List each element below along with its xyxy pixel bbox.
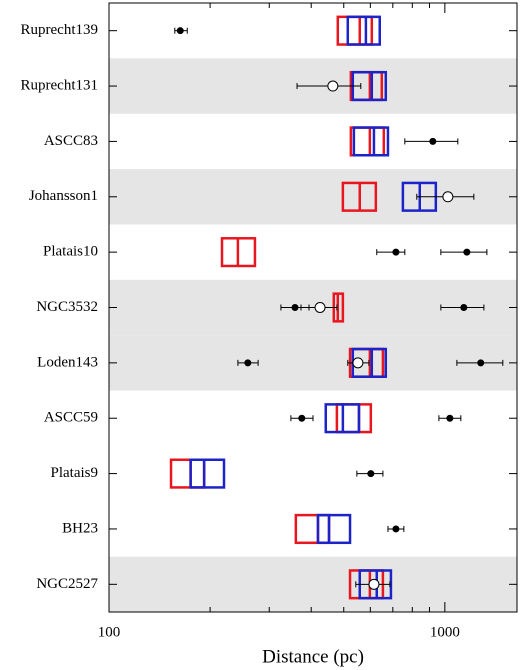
filled-point	[176, 27, 184, 35]
y-tick-label: Platais9	[51, 465, 99, 481]
filled-point	[244, 359, 252, 367]
filled-point	[367, 470, 375, 478]
range-box	[169, 458, 206, 489]
open-point	[442, 191, 454, 203]
y-tick-label: ASCC59	[44, 410, 98, 426]
y-tick-label: Loden143	[37, 354, 98, 370]
y-tick-label: NGC3532	[36, 299, 98, 315]
filled-point	[298, 414, 306, 422]
filled-point	[463, 248, 471, 256]
range-box	[189, 458, 226, 489]
x-tick-label: 1000	[430, 624, 460, 640]
filled-point	[291, 304, 299, 311]
open-point	[327, 80, 339, 92]
range-box	[294, 513, 331, 545]
filled-point	[446, 414, 454, 422]
open-point	[314, 302, 326, 313]
y-tick-label: ASCC83	[44, 133, 98, 149]
x-axis-label: Distance (pc)	[262, 646, 364, 667]
open-point	[368, 578, 380, 590]
row-shade	[109, 335, 517, 391]
y-tick-label: Platais10	[43, 244, 98, 260]
filled-point	[429, 137, 437, 145]
filled-point	[460, 304, 468, 311]
filled-point	[392, 525, 400, 533]
range-box	[349, 126, 386, 157]
range-box	[346, 15, 382, 46]
x-tick-label: 100	[98, 624, 121, 640]
y-tick-label: Ruprecht131	[21, 77, 98, 93]
filled-point	[392, 248, 400, 256]
filled-point	[477, 359, 485, 367]
row-shade	[109, 556, 517, 612]
range-box	[316, 513, 352, 545]
y-tick-label: Johansson1	[29, 188, 98, 204]
y-tick-label: NGC2527	[36, 576, 98, 592]
range-box	[352, 126, 390, 157]
y-tick-label: BH23	[62, 520, 98, 536]
plot-frame	[108, 2, 518, 613]
y-tick-label: Ruprecht139	[21, 22, 98, 38]
open-point	[352, 357, 364, 369]
